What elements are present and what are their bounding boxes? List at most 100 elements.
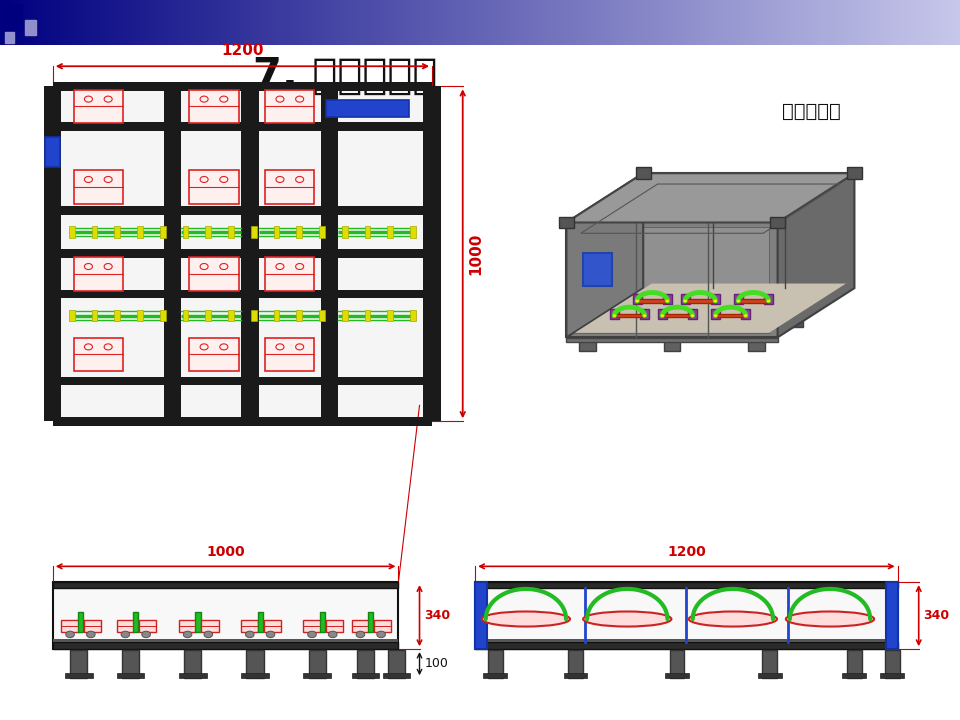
Circle shape xyxy=(636,300,639,302)
Bar xyxy=(182,310,188,322)
Circle shape xyxy=(204,631,212,638)
Circle shape xyxy=(307,631,317,638)
Circle shape xyxy=(612,315,616,317)
Bar xyxy=(265,170,315,204)
Bar xyxy=(114,226,120,238)
Bar xyxy=(5,4,22,30)
Bar xyxy=(251,310,256,322)
Ellipse shape xyxy=(688,611,777,626)
Bar xyxy=(484,672,507,678)
Bar xyxy=(264,621,281,632)
Bar xyxy=(843,672,866,678)
Bar xyxy=(423,86,441,421)
Bar xyxy=(265,257,315,291)
Bar xyxy=(160,310,166,322)
Bar xyxy=(320,612,324,632)
Text: 展示示意圖: 展示示意圖 xyxy=(781,102,841,121)
Bar xyxy=(258,385,321,417)
Bar xyxy=(163,86,180,421)
Bar xyxy=(61,215,163,250)
Bar xyxy=(579,338,596,351)
Bar xyxy=(475,582,487,649)
Bar xyxy=(265,338,315,371)
Bar xyxy=(758,672,781,678)
Circle shape xyxy=(246,631,254,638)
Bar xyxy=(342,310,348,322)
Bar xyxy=(748,338,765,351)
Bar xyxy=(61,91,163,122)
Ellipse shape xyxy=(583,611,671,626)
Bar xyxy=(251,226,256,238)
Bar xyxy=(241,672,269,678)
Bar xyxy=(764,294,773,304)
Bar xyxy=(633,294,642,304)
Circle shape xyxy=(684,300,687,302)
Bar xyxy=(733,294,743,304)
Polygon shape xyxy=(566,222,778,338)
Bar xyxy=(297,310,302,322)
Bar xyxy=(715,314,746,318)
Bar xyxy=(475,639,898,642)
Bar xyxy=(69,310,75,322)
Bar xyxy=(559,217,574,228)
Circle shape xyxy=(86,631,95,638)
Bar xyxy=(274,226,279,238)
Bar xyxy=(257,612,263,632)
Bar xyxy=(69,226,75,238)
Bar xyxy=(122,650,139,678)
Bar xyxy=(45,137,60,167)
Bar xyxy=(321,86,338,421)
Bar xyxy=(139,621,156,632)
Bar xyxy=(610,308,619,319)
Ellipse shape xyxy=(482,611,570,626)
Bar xyxy=(338,258,423,289)
Bar xyxy=(228,226,234,238)
Bar xyxy=(179,621,196,632)
Bar xyxy=(640,308,649,319)
Bar xyxy=(365,226,371,238)
Bar xyxy=(258,298,321,377)
Circle shape xyxy=(142,631,151,638)
Bar xyxy=(325,621,343,632)
Bar xyxy=(196,612,201,632)
Circle shape xyxy=(376,631,385,638)
Bar xyxy=(241,621,258,632)
Bar xyxy=(202,621,219,632)
Bar xyxy=(179,672,206,678)
Bar xyxy=(369,612,373,632)
Bar xyxy=(338,215,423,250)
Bar xyxy=(241,86,258,421)
Bar xyxy=(636,168,651,179)
Bar xyxy=(205,226,211,238)
Bar xyxy=(25,20,36,35)
Circle shape xyxy=(328,631,337,638)
Bar xyxy=(180,91,241,122)
Bar xyxy=(319,310,324,322)
Text: 1000: 1000 xyxy=(468,233,484,275)
Bar xyxy=(180,215,241,250)
Bar xyxy=(228,310,234,322)
Text: 1200: 1200 xyxy=(221,42,264,58)
Bar xyxy=(74,170,123,204)
Bar xyxy=(365,310,371,322)
Bar xyxy=(180,258,241,289)
Bar xyxy=(711,308,720,319)
Circle shape xyxy=(736,300,740,302)
Polygon shape xyxy=(643,174,854,288)
Circle shape xyxy=(660,315,664,317)
Polygon shape xyxy=(566,174,643,338)
Bar xyxy=(410,226,416,238)
Bar xyxy=(53,417,432,426)
Text: 7. 空箱三視圖: 7. 空箱三視圖 xyxy=(253,55,438,96)
Bar xyxy=(53,642,398,649)
Bar xyxy=(663,338,681,351)
Circle shape xyxy=(183,631,192,638)
Bar xyxy=(770,217,785,228)
Bar xyxy=(53,82,432,91)
Bar xyxy=(388,310,394,322)
Bar xyxy=(53,122,432,131)
Bar xyxy=(685,300,715,302)
Bar xyxy=(303,621,321,632)
Bar xyxy=(338,298,423,377)
Bar xyxy=(308,650,325,678)
